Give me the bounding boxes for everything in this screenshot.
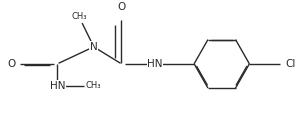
Text: CH₃: CH₃ [85, 81, 100, 90]
Text: HN: HN [147, 59, 163, 69]
Text: O: O [8, 59, 16, 69]
Text: N: N [90, 42, 98, 52]
Text: CH₃: CH₃ [72, 12, 87, 21]
Text: HN: HN [50, 81, 65, 91]
Text: O: O [117, 2, 125, 12]
Text: Cl: Cl [286, 59, 296, 69]
